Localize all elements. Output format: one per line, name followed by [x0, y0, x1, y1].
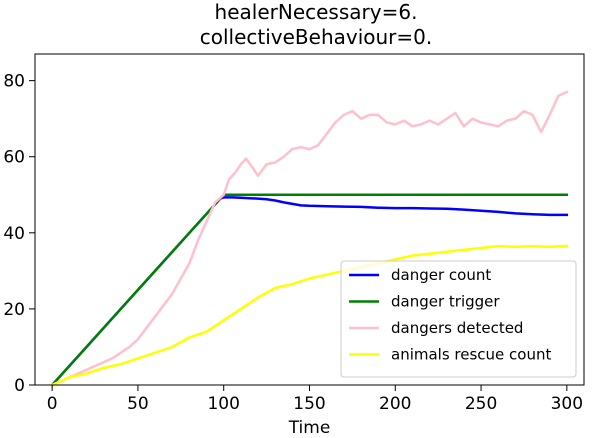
y-tick-label: 0	[14, 376, 25, 396]
y-tick-label: 60	[3, 148, 25, 168]
legend-entry: danger count	[391, 266, 491, 284]
legend-entry: danger trigger	[391, 293, 500, 311]
x-tick-label: 100	[207, 394, 239, 414]
legend: danger count danger trigger dangers detect…	[340, 260, 577, 378]
legend-box	[340, 260, 577, 378]
x-tick-label: 300	[551, 394, 583, 414]
y-axis-ticks: 0 20 40 60 80	[3, 72, 35, 396]
x-tick-label: 250	[465, 394, 497, 414]
x-tick-label: 50	[127, 394, 149, 414]
chart-title-line-2: collectiveBehaviour=0.	[200, 25, 433, 49]
plot-series	[50, 90, 569, 387]
x-axis-ticks: 0 50 100 150 200 250 300	[47, 385, 583, 414]
series-line-dangers-detected	[50, 90, 569, 387]
y-tick-label: 80	[3, 72, 25, 92]
x-axis-label: Time	[288, 418, 331, 438]
legend-entry: dangers detected	[391, 319, 523, 337]
x-tick-label: 150	[293, 394, 325, 414]
chart-title-line-1: healerNecessary=6.	[215, 0, 418, 24]
legend-entry: animals rescue count	[391, 346, 551, 364]
x-tick-label: 0	[47, 394, 58, 414]
x-tick-label: 200	[379, 394, 411, 414]
y-tick-label: 40	[3, 224, 25, 244]
y-tick-label: 20	[3, 300, 25, 320]
chart-title: healerNecessary=6. collectiveBehaviour=0…	[200, 0, 433, 49]
series-line-animals-rescue-count	[50, 244, 569, 387]
